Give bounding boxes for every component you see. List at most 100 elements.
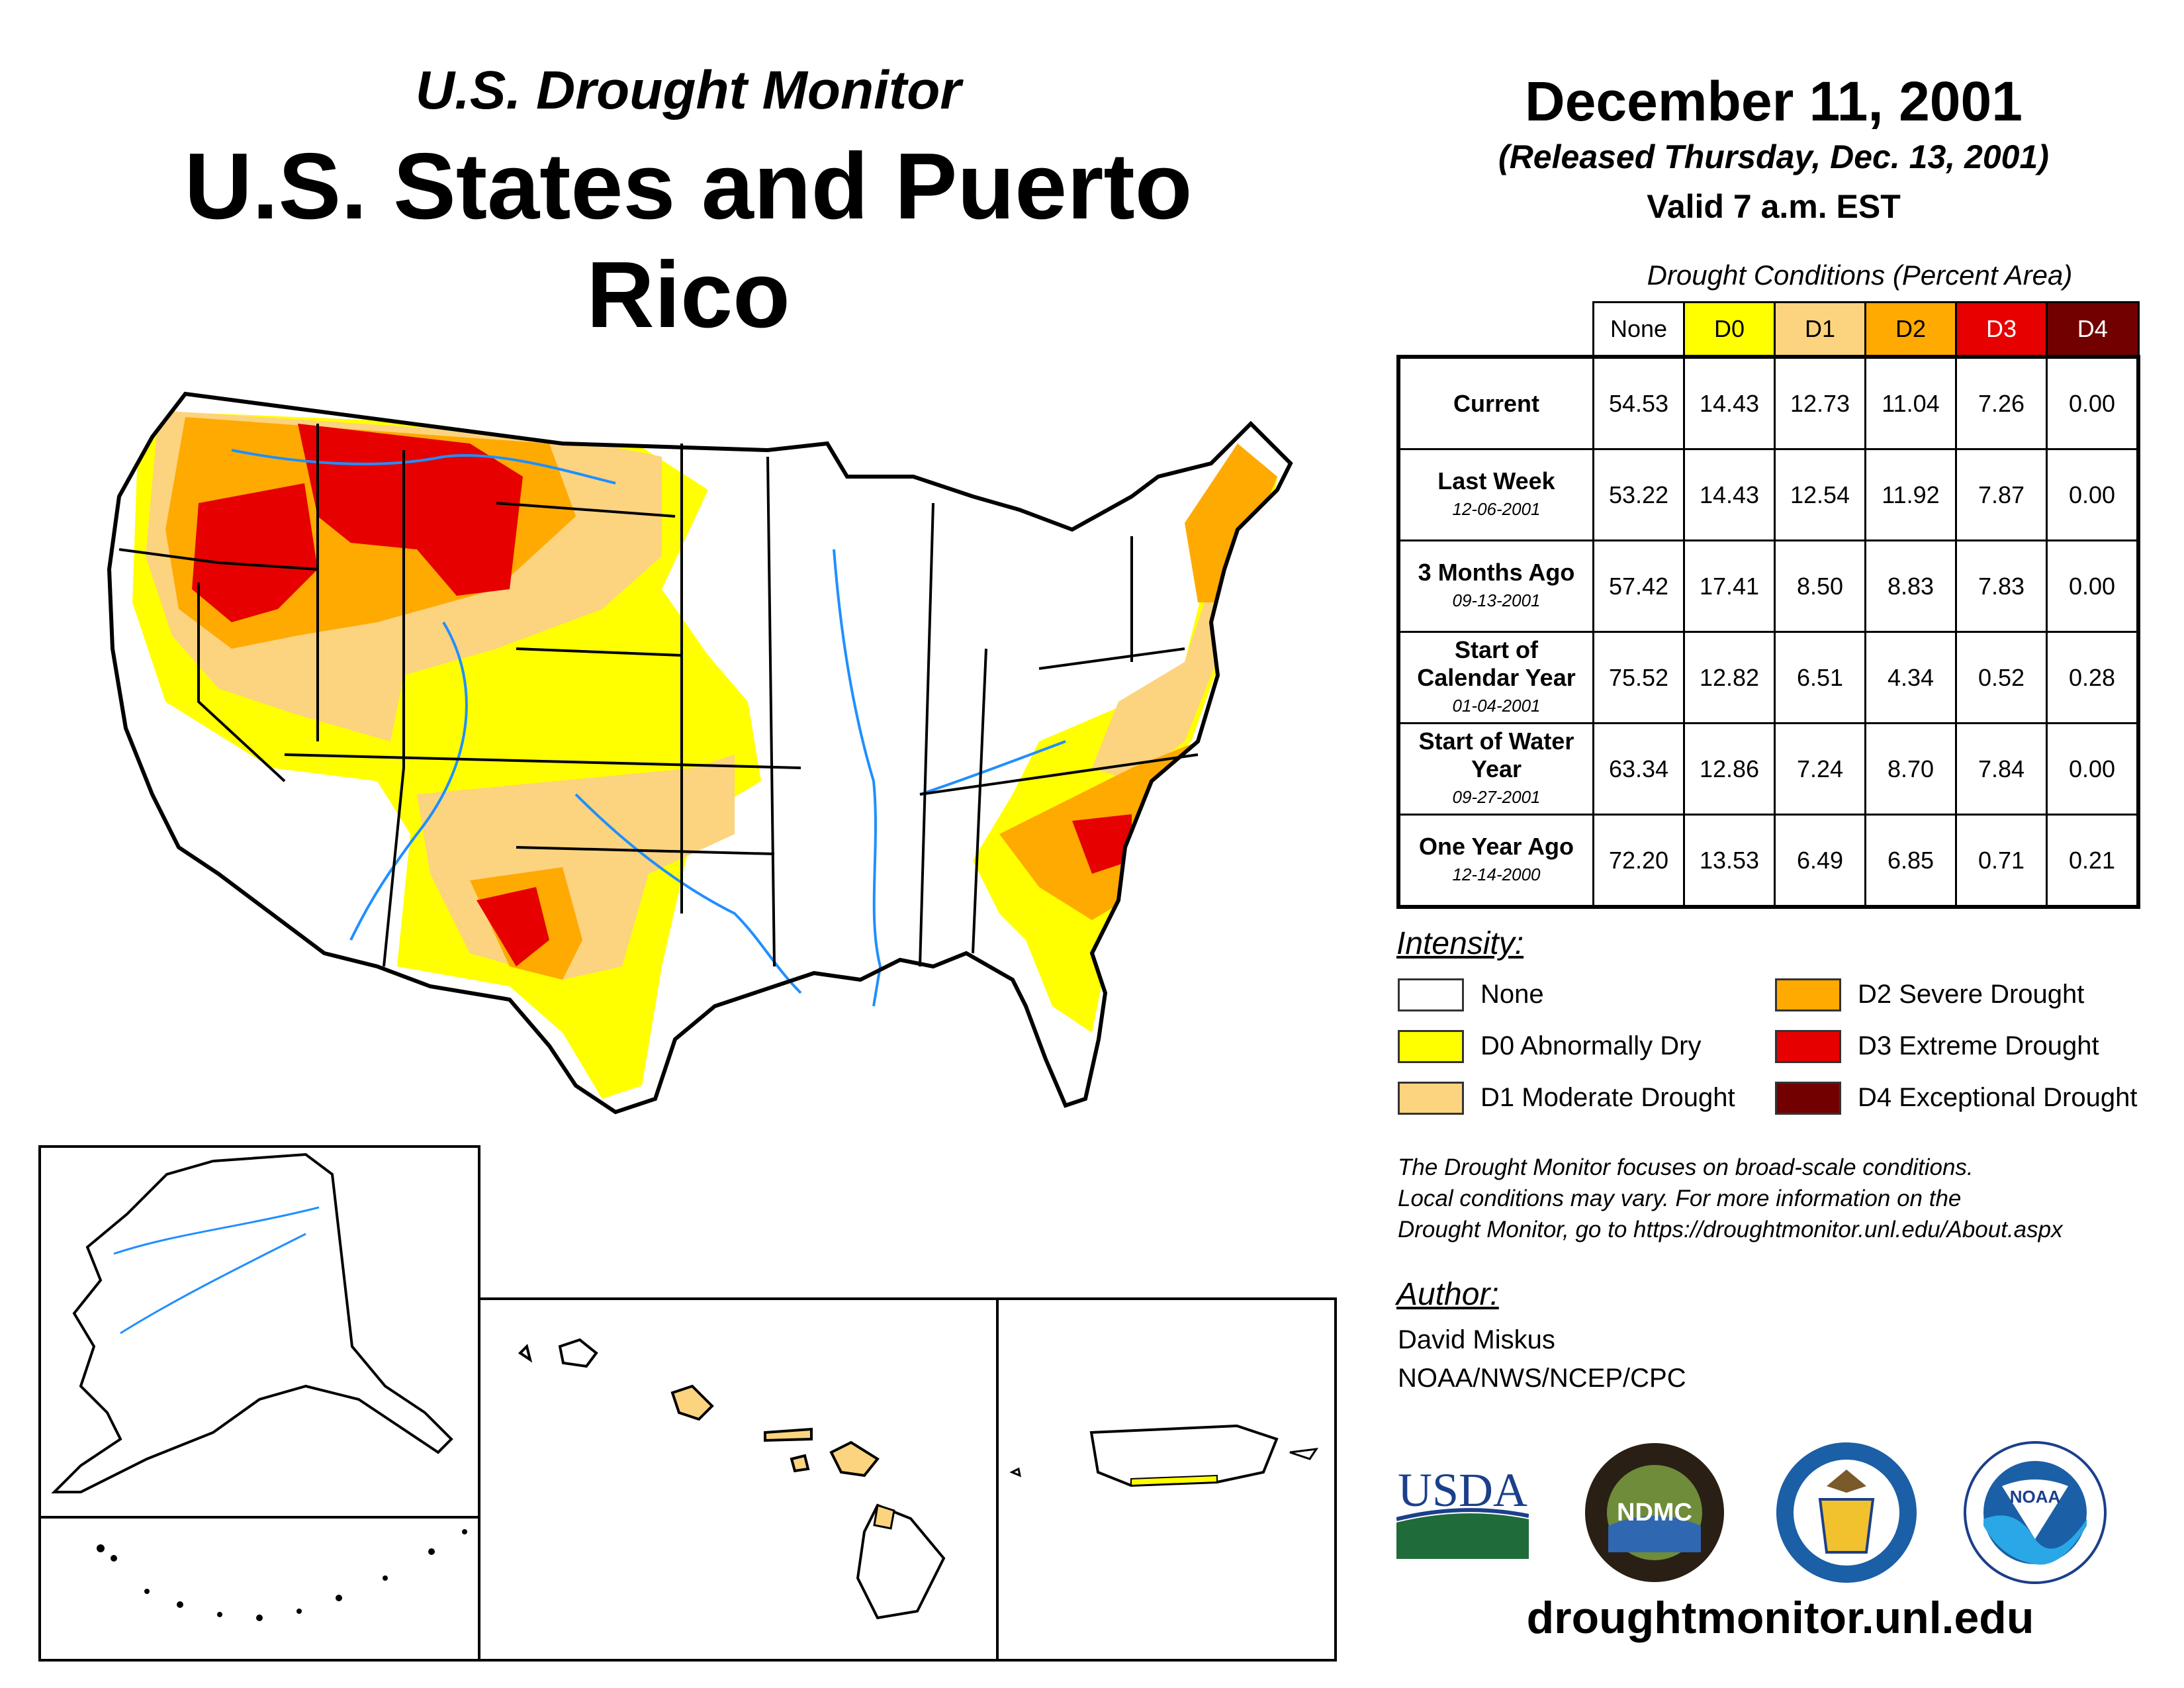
table-cell: 12.82 <box>1683 631 1776 724</box>
table-row: One Year Ago 12-14-2000 72.20 13.53 6.49 … <box>1397 814 2140 908</box>
table-cell: 6.85 <box>1864 814 1957 908</box>
table-cell: 0.00 <box>2046 539 2140 633</box>
note-line: Drought Monitor, go to https://droughtmo… <box>1398 1217 2063 1243</box>
table-cell: 12.73 <box>1774 355 1866 450</box>
hawaii-island-maui <box>829 1440 880 1477</box>
legend-label: D4 Exceptional Drought <box>1858 1083 2138 1112</box>
puerto-rico-d0 <box>1130 1474 1218 1487</box>
puerto-rico-inset <box>996 1297 1337 1662</box>
legend-title: Intensity: <box>1396 926 1524 961</box>
puerto-rico-map <box>1009 1424 1319 1487</box>
conus-outline <box>107 391 1293 1115</box>
aleutians-inset <box>38 1516 480 1662</box>
drought-area-d3-or-nv <box>192 483 318 622</box>
alaska-inset <box>38 1145 480 1523</box>
row-label: Last Week 12-06-2001 <box>1397 448 1594 541</box>
table-cell: 7.24 <box>1774 722 1866 816</box>
commerce-seal-logo <box>1776 1442 1917 1583</box>
col-header-d3: D3 <box>1955 301 2048 358</box>
release-date: (Released Thursday, Dec. 13, 2001) <box>1498 138 2049 175</box>
table-cell: 8.70 <box>1864 722 1957 816</box>
table-cell: 0.00 <box>2046 448 2140 541</box>
row-label: Start of Water Year 09-27-2001 <box>1397 722 1594 816</box>
table-cell: 14.43 <box>1683 448 1776 541</box>
row-label: Start of Calendar Year 01-04-2001 <box>1397 631 1594 724</box>
drought-area-d3-tx <box>477 887 549 966</box>
col-header-d4: D4 <box>2046 301 2140 358</box>
table-corner <box>1398 302 1594 358</box>
rivers <box>231 449 1066 1007</box>
table-cell: 17.41 <box>1683 539 1776 633</box>
row-date: 12-14-2000 <box>1452 864 1541 884</box>
row-date: 09-13-2001 <box>1452 590 1541 610</box>
table-cell: 12.54 <box>1774 448 1866 541</box>
table-cell: 57.42 <box>1592 539 1685 633</box>
table-cell: 11.04 <box>1864 355 1957 450</box>
legend-label: D1 Moderate Drought <box>1480 1083 1735 1112</box>
map-subtitle: U.S. Drought Monitor <box>415 60 962 120</box>
col-header-d2: D2 <box>1864 301 1957 358</box>
table-cell: 63.34 <box>1592 722 1685 816</box>
col-header-d0: D0 <box>1683 301 1776 358</box>
legend-label: None <box>1480 980 1544 1009</box>
table-cell: 75.52 <box>1592 631 1685 724</box>
table-caption: Drought Conditions (Percent Area) <box>1647 259 2073 291</box>
col-header-d1: D1 <box>1774 301 1866 358</box>
table-cell: 53.22 <box>1592 448 1685 541</box>
legend-swatch <box>1398 1082 1464 1115</box>
table-cell: 0.21 <box>2046 814 2140 908</box>
legend-swatch <box>1398 1030 1464 1063</box>
hawaii-island-niihau <box>518 1344 533 1363</box>
alaska-land <box>51 1152 453 1493</box>
row-label: Current <box>1397 355 1594 450</box>
hawaii-map <box>518 1338 946 1620</box>
map-title: U.S. States and Puerto Rico <box>184 134 1193 348</box>
noaa-logo: NOAA <box>1964 1441 2107 1584</box>
valid-time: Valid 7 a.m. EST <box>1647 188 1901 225</box>
ndmc-wordmark: NDMC <box>1617 1499 1692 1526</box>
table-row: 3 Months Ago 09-13-2001 57.42 17.41 8.50 … <box>1397 539 2140 633</box>
author-name: David Miskus <box>1398 1325 1555 1354</box>
table-cell: 6.51 <box>1774 631 1866 724</box>
aleutians-map <box>97 1529 467 1621</box>
row-date: 12-06-2001 <box>1452 498 1541 519</box>
usda-logo: USDA <box>1396 1464 1529 1559</box>
hawaii-island-kauai <box>558 1338 598 1368</box>
hawaii-island-oahu <box>670 1384 714 1421</box>
legend-label: D2 Severe Drought <box>1858 980 2085 1009</box>
author-organization: NOAA/NWS/NCEP/CPC <box>1398 1364 1686 1393</box>
table-cell: 7.84 <box>1955 722 2048 816</box>
legend-swatch <box>1775 1030 1841 1063</box>
table-cell: 13.53 <box>1683 814 1776 908</box>
table-row: Current 54.53 14.43 12.73 11.04 7.26 0.0… <box>1397 355 2140 450</box>
alaska-map <box>41 1152 478 1520</box>
ndmc-logo: NDMC <box>1585 1443 1724 1582</box>
table-cell: 0.00 <box>2046 722 2140 816</box>
table-cell: 0.00 <box>2046 355 2140 450</box>
valid-date: December 11, 2001 <box>1525 70 2023 132</box>
table-cell: 0.52 <box>1955 631 2048 724</box>
hawaii-island-big <box>856 1503 946 1620</box>
table-cell: 4.34 <box>1864 631 1957 724</box>
table-row: Last Week 12-06-2001 53.22 14.43 12.54 11… <box>1397 448 2140 541</box>
table-cell: 7.83 <box>1955 539 2048 633</box>
drought-area-d2-ne <box>1185 444 1277 602</box>
puerto-rico-land <box>1089 1424 1279 1487</box>
row-label: 3 Months Ago 09-13-2001 <box>1397 539 1594 633</box>
table-row: Start of Water Year 09-27-2001 63.34 12.8… <box>1397 722 2140 816</box>
table-row: Start of Calendar Year 01-04-2001 75.52 1… <box>1397 631 2140 724</box>
row-date: 09-27-2001 <box>1452 786 1541 807</box>
conus-map <box>107 391 1293 1115</box>
table-cell: 54.53 <box>1592 355 1685 450</box>
legend-swatch <box>1398 978 1464 1011</box>
legend-label: D3 Extreme Drought <box>1858 1031 2099 1060</box>
table-cell: 6.49 <box>1774 814 1866 908</box>
author-heading: Author: <box>1396 1277 1499 1312</box>
table-cell: 11.92 <box>1864 448 1957 541</box>
table-cell: 7.87 <box>1955 448 2048 541</box>
website-url[interactable]: droughtmonitor.unl.edu <box>1526 1593 2034 1643</box>
noaa-wordmark: NOAA <box>2010 1487 2061 1507</box>
note-line: The Drought Monitor focuses on broad-sca… <box>1398 1154 1974 1180</box>
hawaii-island-molokai <box>764 1427 813 1442</box>
col-header-none: None <box>1592 301 1685 358</box>
